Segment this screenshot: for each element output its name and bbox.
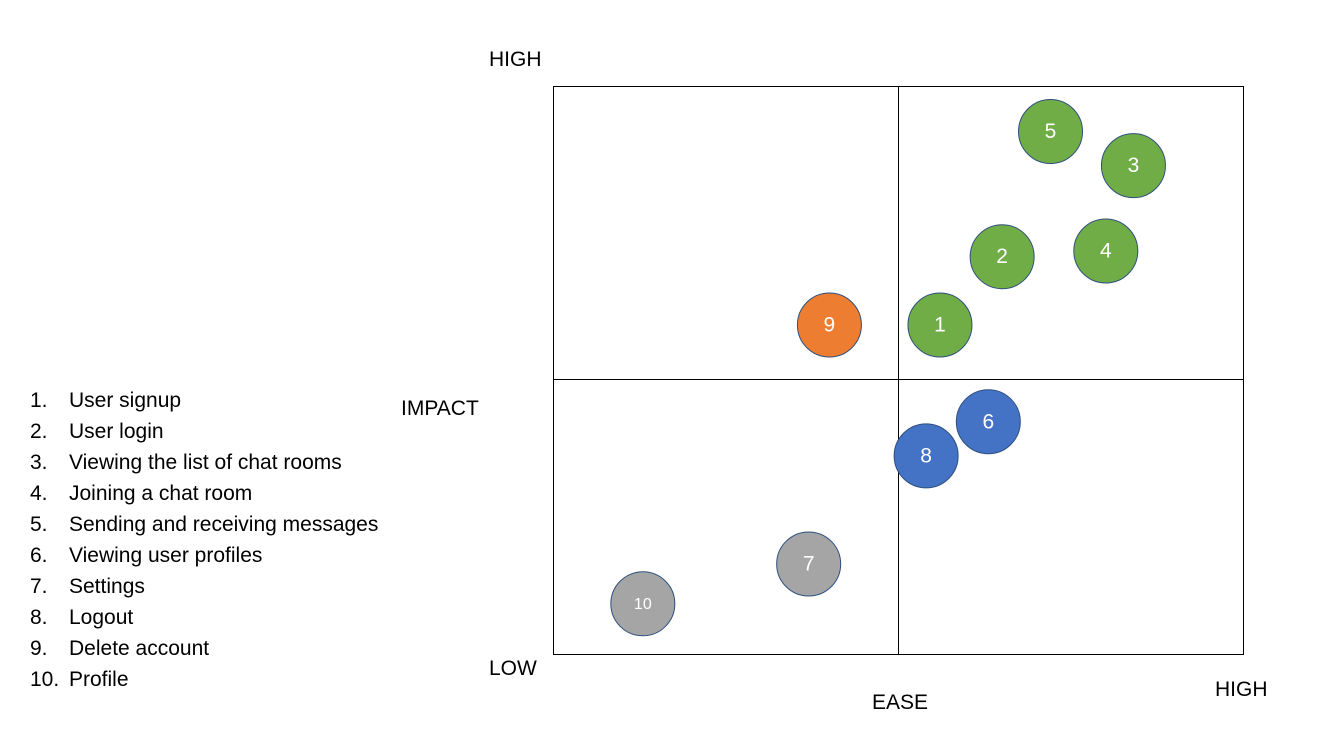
- list-item: 10. Profile: [30, 664, 378, 695]
- bubble-6: [955, 389, 1021, 455]
- bubble-label-8: 8: [920, 444, 932, 467]
- list-item-label: Joining a chat room: [69, 482, 253, 505]
- list-item-number: 1.: [30, 389, 48, 412]
- list-item: 6. Viewing user profiles: [30, 540, 378, 571]
- list-item: 7. Settings: [30, 571, 378, 602]
- list-item: 9. Delete account: [30, 633, 378, 664]
- y-axis-title: IMPACT: [401, 397, 479, 420]
- bubble-10: [610, 571, 676, 637]
- x-axis-high-label: HIGH: [1215, 678, 1268, 701]
- bubble-label-9: 9: [824, 314, 836, 337]
- list-item: 1. User signup: [30, 385, 378, 416]
- list-item-number: 2.: [30, 420, 48, 443]
- list-item: 5. Sending and receiving messages: [30, 509, 378, 540]
- x-axis-title: EASE: [872, 691, 929, 714]
- bubble-label-2: 2: [996, 245, 1008, 268]
- list-item: 2. User login: [30, 416, 378, 447]
- y-axis-high-label: HIGH: [489, 48, 542, 71]
- list-item-label: Delete account: [69, 637, 210, 660]
- list-item-label: Profile: [69, 668, 129, 691]
- list-item: 3. Viewing the list of chat rooms: [30, 447, 378, 478]
- list-item-label: Sending and receiving messages: [69, 513, 379, 536]
- list-item-label: User login: [69, 420, 164, 443]
- feature-list: 1. User signup 2. User login 3. Viewing the l…: [30, 385, 378, 695]
- bubble-label-10: 10: [634, 596, 652, 613]
- y-axis-low-label: LOW: [489, 657, 537, 680]
- bubble-2: [969, 224, 1035, 290]
- list-item: 4. Joining a chat room: [30, 478, 378, 509]
- bubble-label-4: 4: [1100, 240, 1112, 263]
- bubble-4: [1073, 218, 1139, 284]
- bubble-7: [776, 531, 842, 597]
- list-item-label: Logout: [69, 606, 134, 629]
- bubble-label-7: 7: [803, 553, 815, 576]
- list-item-label: Viewing user profiles: [69, 544, 263, 567]
- list-item-number: 3.: [30, 451, 48, 474]
- list-item-number: 9.: [30, 637, 48, 660]
- list-item-number: 7.: [30, 575, 48, 598]
- list-item-label: Viewing the list of chat rooms: [69, 451, 342, 474]
- list-item-number: 4.: [30, 482, 48, 505]
- list-item-number: 5.: [30, 513, 48, 536]
- bubble-5: [1018, 99, 1084, 165]
- list-item-number: 6.: [30, 544, 48, 567]
- list-item-label: Settings: [69, 575, 145, 598]
- list-item-label: User signup: [69, 389, 182, 412]
- bubble-label-6: 6: [982, 410, 994, 433]
- bubble-9: [796, 292, 862, 358]
- bubble-label-3: 3: [1128, 154, 1140, 177]
- bubble-label-1: 1: [934, 314, 946, 337]
- list-item-number: 10.: [30, 668, 60, 691]
- bubble-8: [893, 423, 959, 489]
- bubble-label-5: 5: [1045, 120, 1057, 143]
- list-item: 8. Logout: [30, 602, 378, 633]
- list-item-number: 8.: [30, 606, 48, 629]
- bubble-1: [907, 292, 973, 358]
- bubble-3: [1100, 133, 1166, 199]
- impact-ease-matrix: 1 2 3 4 5 6 7 8 9 10: [553, 86, 1244, 655]
- bubbles-layer: 1 2 3 4 5 6 7 8 9 10: [610, 99, 1166, 637]
